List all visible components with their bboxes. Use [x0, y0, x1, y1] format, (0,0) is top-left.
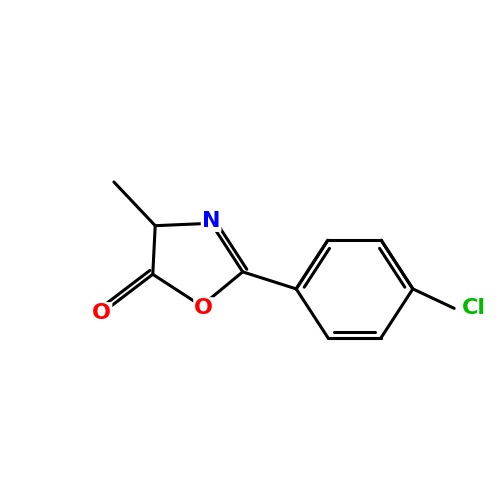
- Text: O: O: [92, 303, 111, 323]
- Text: O: O: [194, 298, 214, 318]
- Text: N: N: [202, 211, 220, 231]
- Text: Cl: Cl: [462, 298, 485, 318]
